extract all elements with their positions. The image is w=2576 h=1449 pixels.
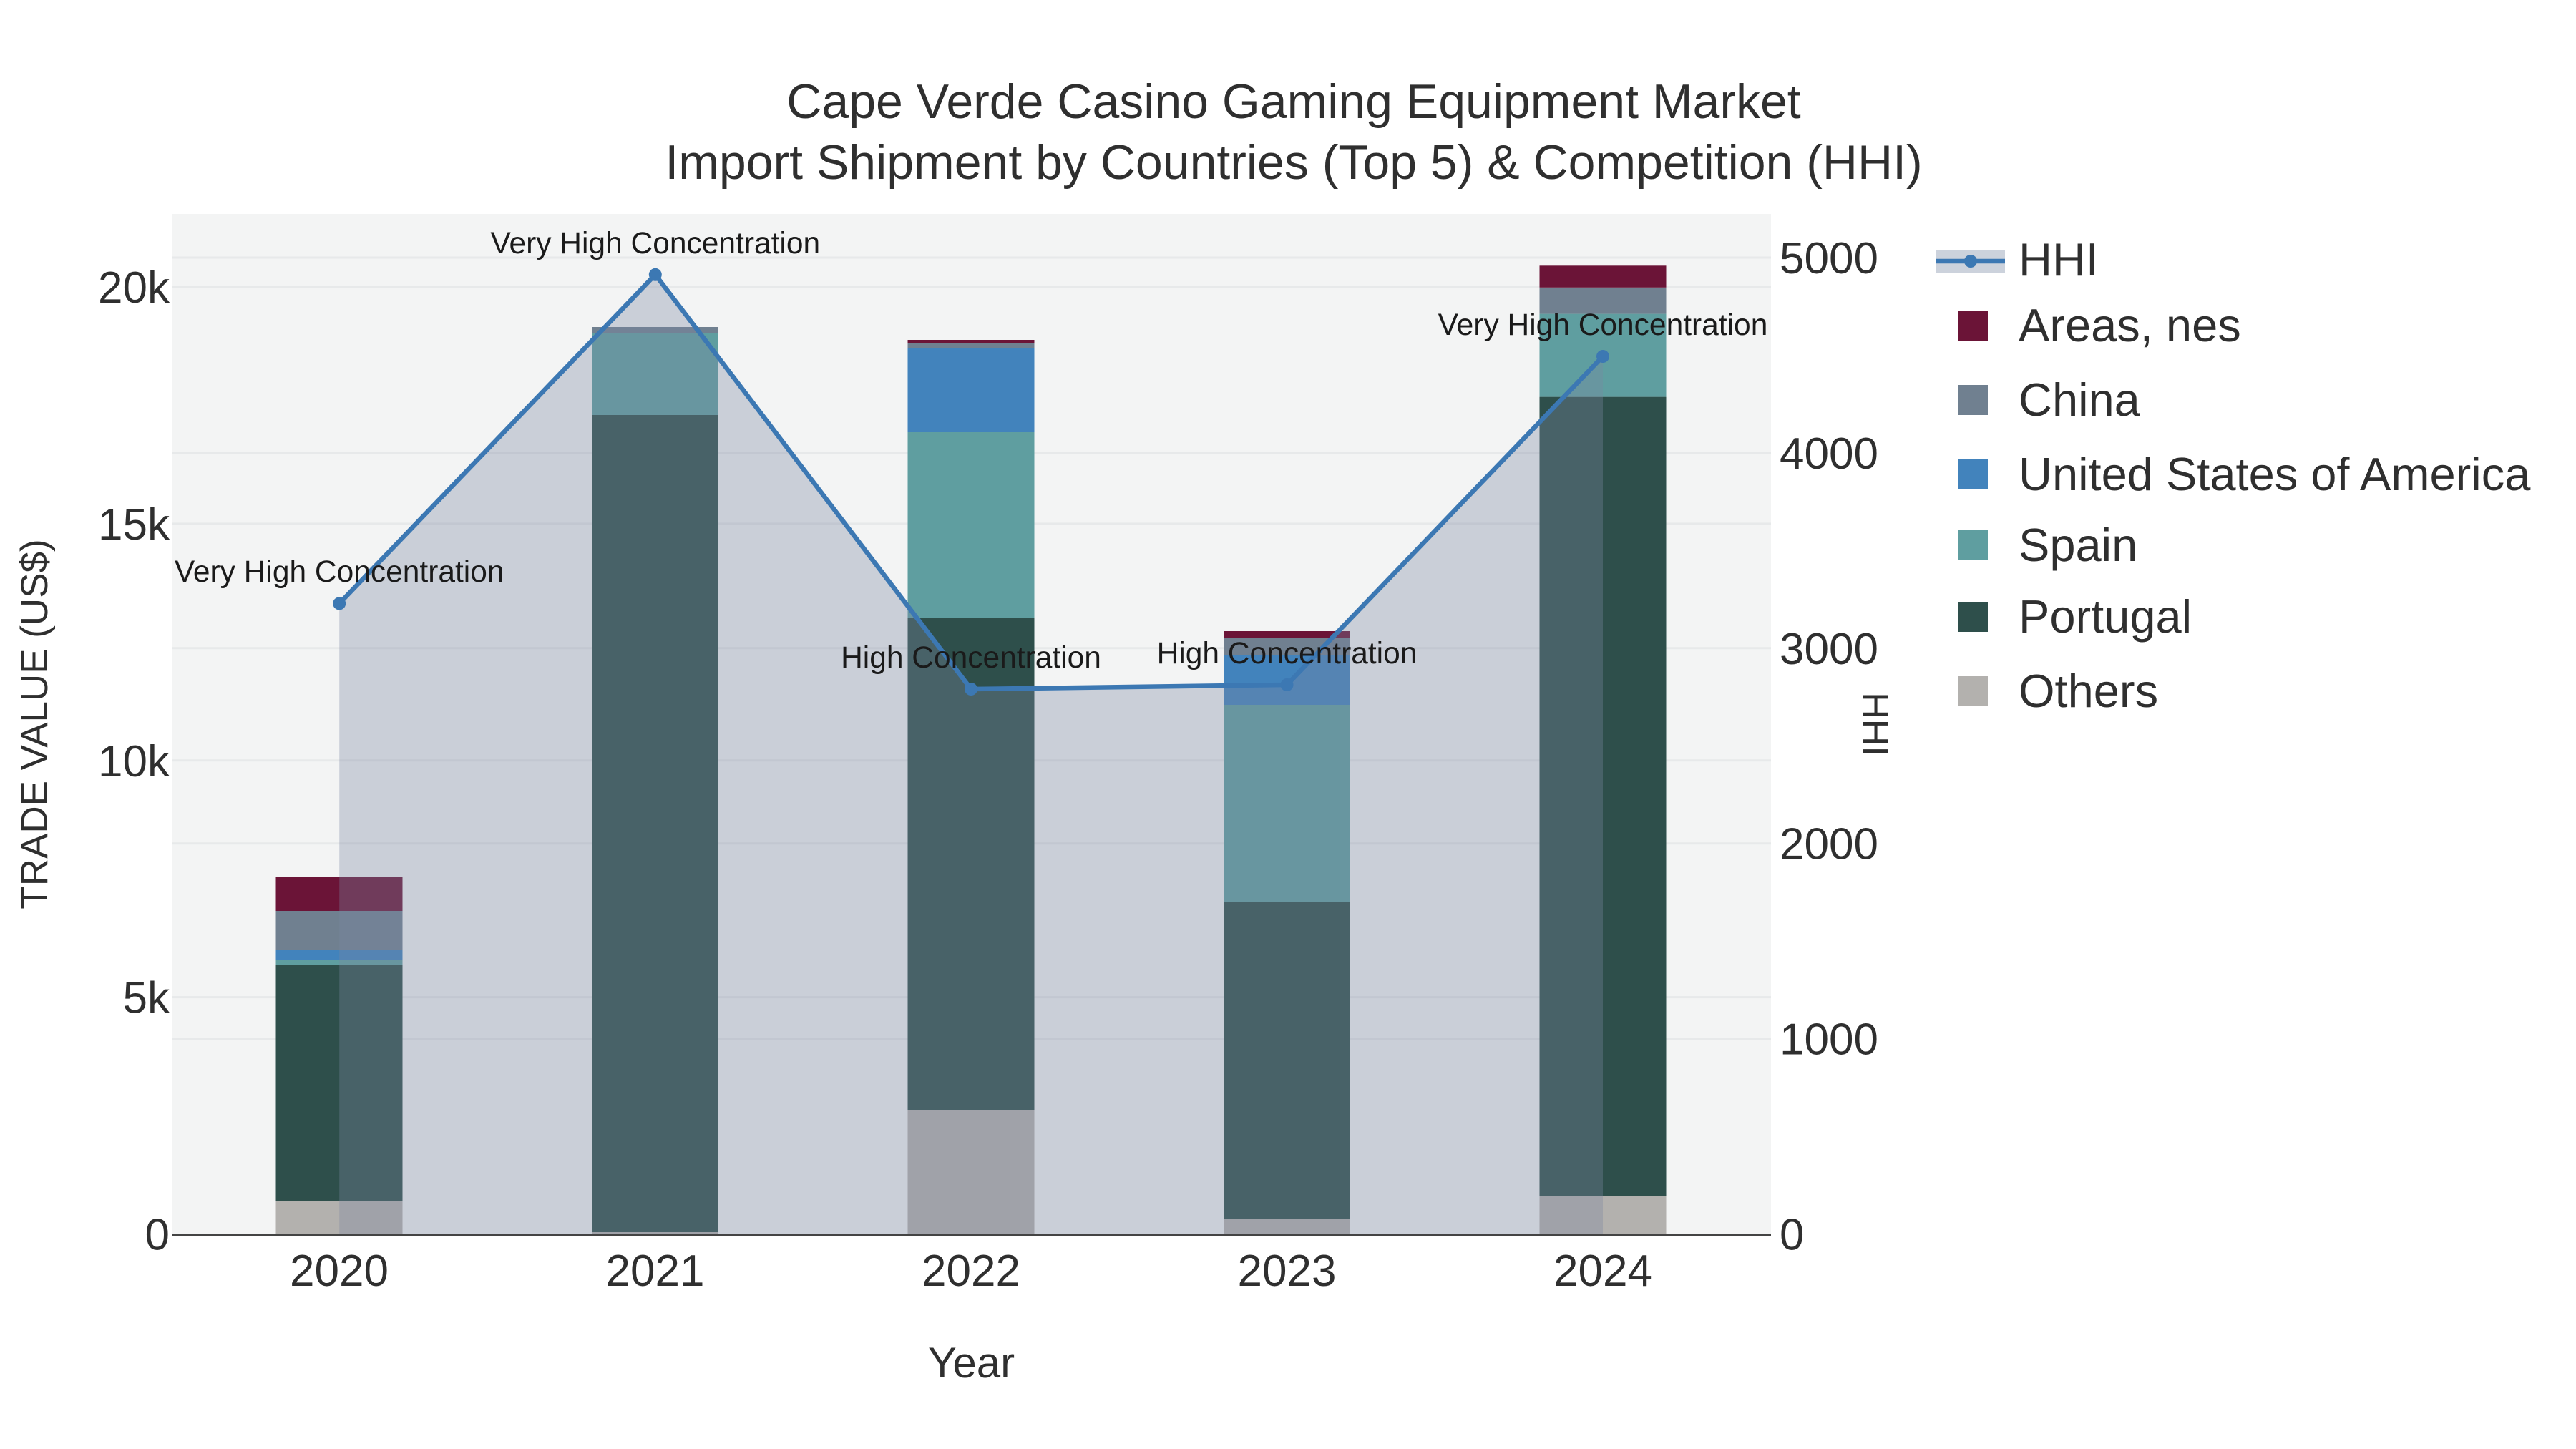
svg-text:20k: 20k bbox=[98, 263, 170, 313]
svg-text:5000: 5000 bbox=[1780, 234, 1878, 283]
svg-text:3000: 3000 bbox=[1780, 625, 1878, 674]
svg-text:TRADE VALUE (US$): TRADE VALUE (US$) bbox=[14, 539, 56, 909]
svg-text:High Concentration: High Concentration bbox=[1157, 637, 1418, 670]
svg-text:5k: 5k bbox=[123, 974, 170, 1023]
svg-text:2024: 2024 bbox=[1553, 1246, 1652, 1296]
svg-text:2022: 2022 bbox=[922, 1246, 1020, 1296]
svg-text:HHI: HHI bbox=[1854, 692, 1896, 756]
svg-text:HHI: HHI bbox=[2019, 233, 2099, 286]
svg-text:1000: 1000 bbox=[1780, 1015, 1878, 1065]
svg-text:United States of America: United States of America bbox=[2019, 448, 2531, 500]
svg-text:High Concentration: High Concentration bbox=[841, 641, 1101, 675]
svg-text:China: China bbox=[2019, 374, 2141, 426]
svg-text:0: 0 bbox=[145, 1211, 170, 1260]
svg-text:Very High Concentration: Very High Concentration bbox=[1438, 308, 1768, 342]
svg-text:2020: 2020 bbox=[290, 1246, 389, 1296]
svg-text:10k: 10k bbox=[98, 737, 170, 786]
svg-text:15k: 15k bbox=[98, 500, 170, 550]
svg-text:2021: 2021 bbox=[606, 1246, 705, 1296]
svg-text:Cape Verde Casino Gaming Equip: Cape Verde Casino Gaming Equipment Marke… bbox=[786, 74, 1801, 129]
svg-text:Import Shipment by Countries (: Import Shipment by Countries (Top 5) & C… bbox=[665, 135, 1922, 190]
svg-text:Spain: Spain bbox=[2019, 519, 2137, 571]
svg-text:Year: Year bbox=[928, 1339, 1015, 1387]
svg-text:2000: 2000 bbox=[1780, 820, 1878, 869]
svg-text:Areas, nes: Areas, nes bbox=[2019, 299, 2241, 351]
svg-text:2023: 2023 bbox=[1238, 1246, 1337, 1296]
svg-text:0: 0 bbox=[1780, 1211, 1804, 1260]
svg-text:Portugal: Portugal bbox=[2019, 590, 2192, 643]
svg-text:Very High Concentration: Very High Concentration bbox=[175, 555, 504, 589]
svg-text:Very High Concentration: Very High Concentration bbox=[490, 227, 820, 260]
svg-text:4000: 4000 bbox=[1780, 429, 1878, 479]
svg-text:Others: Others bbox=[2019, 665, 2158, 717]
